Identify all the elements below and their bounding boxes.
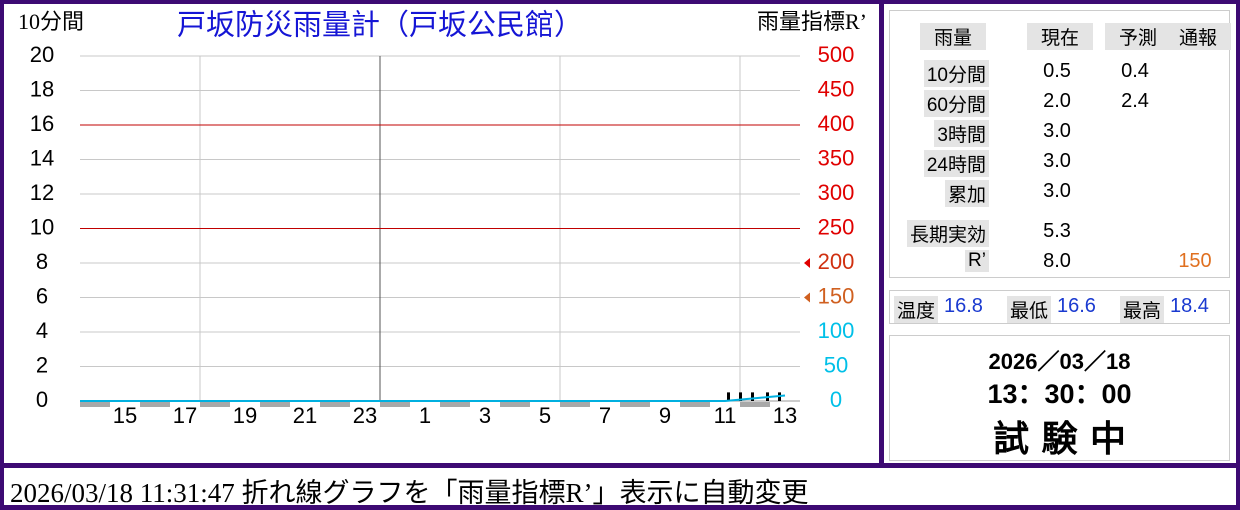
current-value: 3.0 (1043, 120, 1071, 142)
threshold-marker (804, 258, 810, 268)
y2-tick-label: 250 (818, 214, 855, 239)
y2-tick-label: 450 (818, 76, 855, 101)
chart: 戸坂防災雨量計（戸坂公民館） 10分間 雨量指標R’ 0246810121416… (18, 9, 867, 428)
row-label: 10分間 (923, 60, 989, 87)
y-tick-label: 20 (30, 42, 54, 67)
rain-bar (739, 392, 742, 401)
y2-tick-label: 50 (824, 352, 848, 377)
forecast-value: 0.4 (1121, 60, 1149, 82)
x-tick-label: 3 (479, 403, 491, 428)
time-strip (740, 402, 770, 407)
table-header: 雨量 (920, 23, 986, 50)
x-tick-label: 9 (659, 403, 671, 428)
y2-tick-label: 150 (818, 283, 855, 308)
current-value: 3.0 (1043, 150, 1071, 172)
y2-tick-label: 500 (818, 42, 855, 67)
time-strip (680, 402, 710, 407)
time: 13：30：00 (987, 379, 1132, 409)
x-tick-label: 19 (233, 403, 257, 428)
x-tick-label: 13 (773, 403, 797, 428)
rain-bar (751, 392, 754, 401)
y2-tick-label: 300 (818, 180, 855, 205)
y2-tick-label: 200 (818, 249, 855, 274)
temp-label: 最低 (1007, 296, 1052, 323)
x-tick-label: 11 (714, 403, 737, 428)
chart-title: 戸坂防災雨量計（戸坂公民館） (177, 9, 583, 42)
current-value: 5.3 (1043, 220, 1071, 242)
current-value: 0.5 (1043, 60, 1071, 82)
y-tick-label: 8 (36, 249, 48, 274)
report-value: 150 (1178, 250, 1212, 272)
x-tick-label: 17 (173, 403, 197, 428)
y-tick-label: 16 (30, 111, 54, 136)
time-strip (320, 402, 350, 407)
time-strip (260, 402, 290, 407)
date: 2026／03／18 (988, 349, 1131, 374)
status-bar: 2026/03/18 11:31:47 折れ線グラフを「雨量指標R’」表示に自動… (4, 468, 1236, 508)
y-tick-label: 4 (36, 318, 48, 343)
row-label: 3時間 (934, 120, 989, 147)
y-tick-label: 18 (30, 76, 54, 101)
row-label: 累加 (944, 180, 989, 207)
index-line (80, 394, 786, 402)
row-label: 60分間 (923, 90, 989, 117)
y-tick-label: 10 (30, 214, 54, 239)
temp-label: 温度 (894, 296, 939, 323)
info-panel: 雨量 現在 予測 通報 10分間 0.5 0.4 60分間 2.0 2.4 3時間 3.0 24時間 3.… (884, 4, 1236, 463)
x-tick-label: 21 (293, 403, 317, 428)
y2-tick-label: 100 (818, 318, 855, 343)
temperature-box: 温度 16.8 最低 16.6 最高 18.4 (889, 290, 1230, 324)
temp-value: 16.8 (944, 295, 983, 317)
forecast-value: 2.4 (1121, 90, 1149, 112)
x-tick-label: 23 (353, 403, 377, 428)
table-header: 予測 (1105, 23, 1171, 50)
x-tick-label: 15 (113, 403, 137, 428)
clock-box: 2026／03／18 13：30：00 試 験 中 (889, 335, 1230, 461)
row-label: R’ (965, 250, 989, 272)
current-value: 2.0 (1043, 90, 1071, 112)
status-message: 2026/03/18 11:31:47 折れ線グラフを「雨量指標R’」表示に自動… (10, 478, 809, 508)
y2-tick-label: 350 (818, 145, 855, 170)
y2-tick-label: 0 (830, 387, 842, 412)
y-axis-label: 10分間 (18, 9, 84, 34)
table-header: 通報 (1165, 23, 1231, 50)
time-strip (440, 402, 470, 407)
current-value: 8.0 (1043, 250, 1071, 272)
rain-bar (727, 392, 730, 401)
y-tick-label: 2 (36, 352, 48, 377)
time-strip (620, 402, 650, 407)
y-tick-label: 0 (36, 387, 48, 412)
chart-panel: 戸坂防災雨量計（戸坂公民館） 10分間 雨量指標R’ 0 2 4 6 8 10 12 14 16… (4, 4, 879, 463)
row-label: 24時間 (923, 150, 989, 177)
y2-tick-label: 400 (818, 111, 855, 136)
row-label: 長期実効 (906, 220, 989, 247)
status: 試 験 中 (992, 419, 1127, 460)
table-header: 現在 (1027, 23, 1093, 50)
x-tick-label: 5 (539, 403, 551, 428)
threshold-marker (804, 292, 810, 303)
y-tick-label: 14 (30, 145, 54, 170)
temp-value: 18.4 (1170, 295, 1209, 317)
time-strip (380, 402, 410, 407)
time-strip (200, 402, 230, 407)
y2-axis-label: 雨量指標R’ (757, 9, 867, 34)
current-value: 3.0 (1043, 180, 1071, 202)
y-tick-label: 6 (36, 283, 48, 308)
time-strip (560, 402, 590, 407)
time-strip (80, 402, 110, 407)
temp-value: 16.6 (1057, 295, 1096, 317)
rain-table: 雨量 現在 予測 通報 10分間 0.5 0.4 60分間 2.0 2.4 3時間 3.0 24時間 3.… (889, 10, 1231, 278)
time-strip (500, 402, 530, 407)
temp-label: 最高 (1120, 296, 1165, 323)
time-strip (140, 402, 170, 407)
y-tick-label: 12 (30, 180, 54, 205)
x-tick-label: 7 (599, 403, 611, 428)
x-tick-label: 1 (419, 403, 431, 428)
